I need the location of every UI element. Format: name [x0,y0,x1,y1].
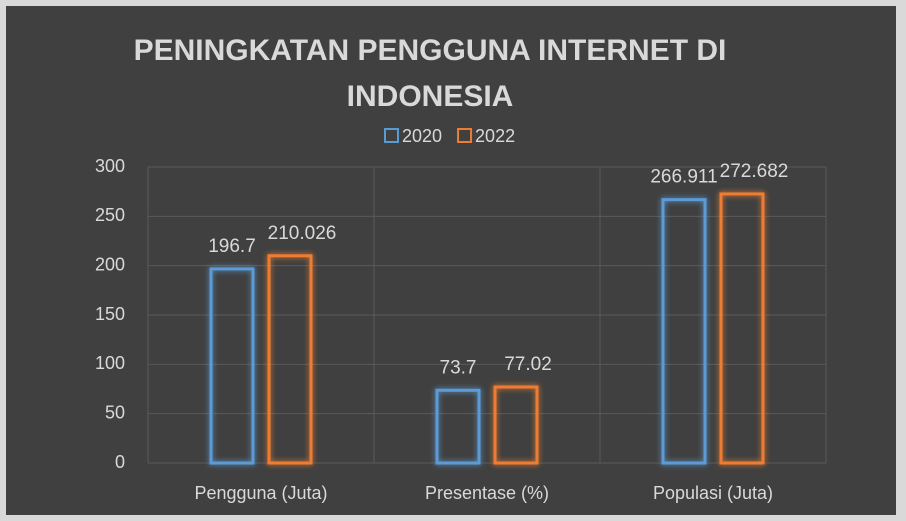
x-tick-label: Populasi (Juta) [653,483,773,503]
chart-background [6,6,896,515]
y-tick-label: 100 [95,353,125,373]
y-tick-label: 300 [95,156,125,176]
bar [267,254,313,465]
y-tick-label: 200 [95,254,125,274]
bar [719,192,765,465]
legend-label: 2022 [475,126,515,146]
data-label: 77.02 [504,354,552,375]
bar [493,385,539,465]
chart-title: PENINGKATAN PENGGUNA INTERNET DI INDONES… [133,34,727,113]
y-tick-label: 50 [105,402,125,422]
y-tick-label: 0 [115,452,125,472]
data-label: 196.7 [208,236,256,257]
data-label: 272.682 [720,161,789,182]
bar [209,267,255,465]
y-tick-label: 250 [95,205,125,225]
x-tick-label: Presentase (%) [425,483,549,503]
x-tick-label: Pengguna (Juta) [194,483,327,503]
data-label: 266.911 [650,167,717,188]
data-label: 210.026 [268,223,337,244]
bar [435,388,481,465]
y-tick-label: 150 [95,304,125,324]
legend-swatch [457,128,473,143]
legend-label: 2020 [402,126,442,146]
data-label: 73.7 [440,357,477,378]
bar [661,198,707,465]
legend-swatch [384,128,399,143]
